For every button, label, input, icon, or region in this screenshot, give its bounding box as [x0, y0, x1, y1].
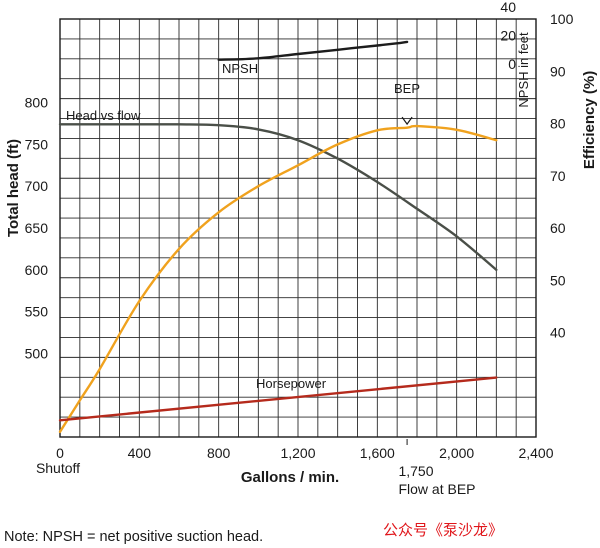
- head-tick-label: 800: [25, 95, 49, 111]
- tick-labels: 0 400 800 1,200 1,600 2,000 2,4005005506006507…: [25, 0, 574, 461]
- efficiency-tick-label: 100: [550, 11, 574, 27]
- npsh-tick-label: 40: [500, 0, 516, 15]
- bep-flow-value: 1,750: [398, 463, 433, 479]
- plot-frame: [59, 18, 537, 438]
- x-tick-label: 2,400: [518, 445, 553, 461]
- curves: [58, 40, 498, 433]
- watermark-text: 公众号《泵沙龙》: [383, 522, 503, 539]
- head-tick-label: 700: [25, 178, 49, 194]
- x-tick-label: 800: [207, 445, 231, 461]
- head-series-label: Head vs flow: [66, 108, 141, 123]
- x-axis-title: Gallons / min.: [241, 469, 339, 486]
- efficiency-tick-label: 60: [550, 220, 566, 236]
- npsh-axis-title: NPSH in feet: [516, 32, 531, 108]
- head-tick-label: 650: [25, 220, 49, 236]
- npsh-series-label: NPSH: [222, 61, 258, 76]
- x-tick-label: 400: [128, 445, 152, 461]
- npsh-tick-label: 20: [500, 28, 516, 44]
- horsepower-curve: [58, 376, 498, 422]
- x-tick-label: 1,200: [280, 445, 315, 461]
- head-vs-flow-curve: [58, 123, 498, 271]
- head-tick-label: 750: [25, 136, 49, 152]
- y-axis-title: Total head (ft): [5, 139, 22, 237]
- x-tick-label: 1,600: [360, 445, 395, 461]
- marks: [401, 116, 413, 445]
- head-tick-label: 600: [25, 262, 49, 278]
- efficiency-tick-label: 40: [550, 325, 566, 341]
- x-tick-label: 2,000: [439, 445, 474, 461]
- bep-marker: [401, 116, 413, 126]
- efficiency-tick-label: 50: [550, 272, 566, 288]
- efficiency-curve: [58, 124, 498, 433]
- npsh-curve: [217, 40, 409, 61]
- grid: [59, 18, 537, 438]
- bep-label: BEP: [394, 81, 420, 96]
- x-tick-label: 0: [56, 445, 64, 461]
- npsh-tick-label: 0: [508, 56, 516, 72]
- efficiency-tick-label: 80: [550, 116, 566, 132]
- efficiency-tick-label: 70: [550, 168, 566, 184]
- efficiency-tick-label: 90: [550, 63, 566, 79]
- head-tick-label: 550: [25, 304, 49, 320]
- bep-flow-label: Flow at BEP: [398, 481, 475, 497]
- horsepower-series-label: Horsepower: [256, 376, 327, 391]
- x-axis-start-label: Shutoff: [36, 460, 80, 476]
- right-axis-title: Efficiency (%): [581, 71, 598, 169]
- note-text: Note: NPSH = net positive suction head.: [4, 529, 263, 545]
- head-tick-label: 500: [25, 345, 49, 361]
